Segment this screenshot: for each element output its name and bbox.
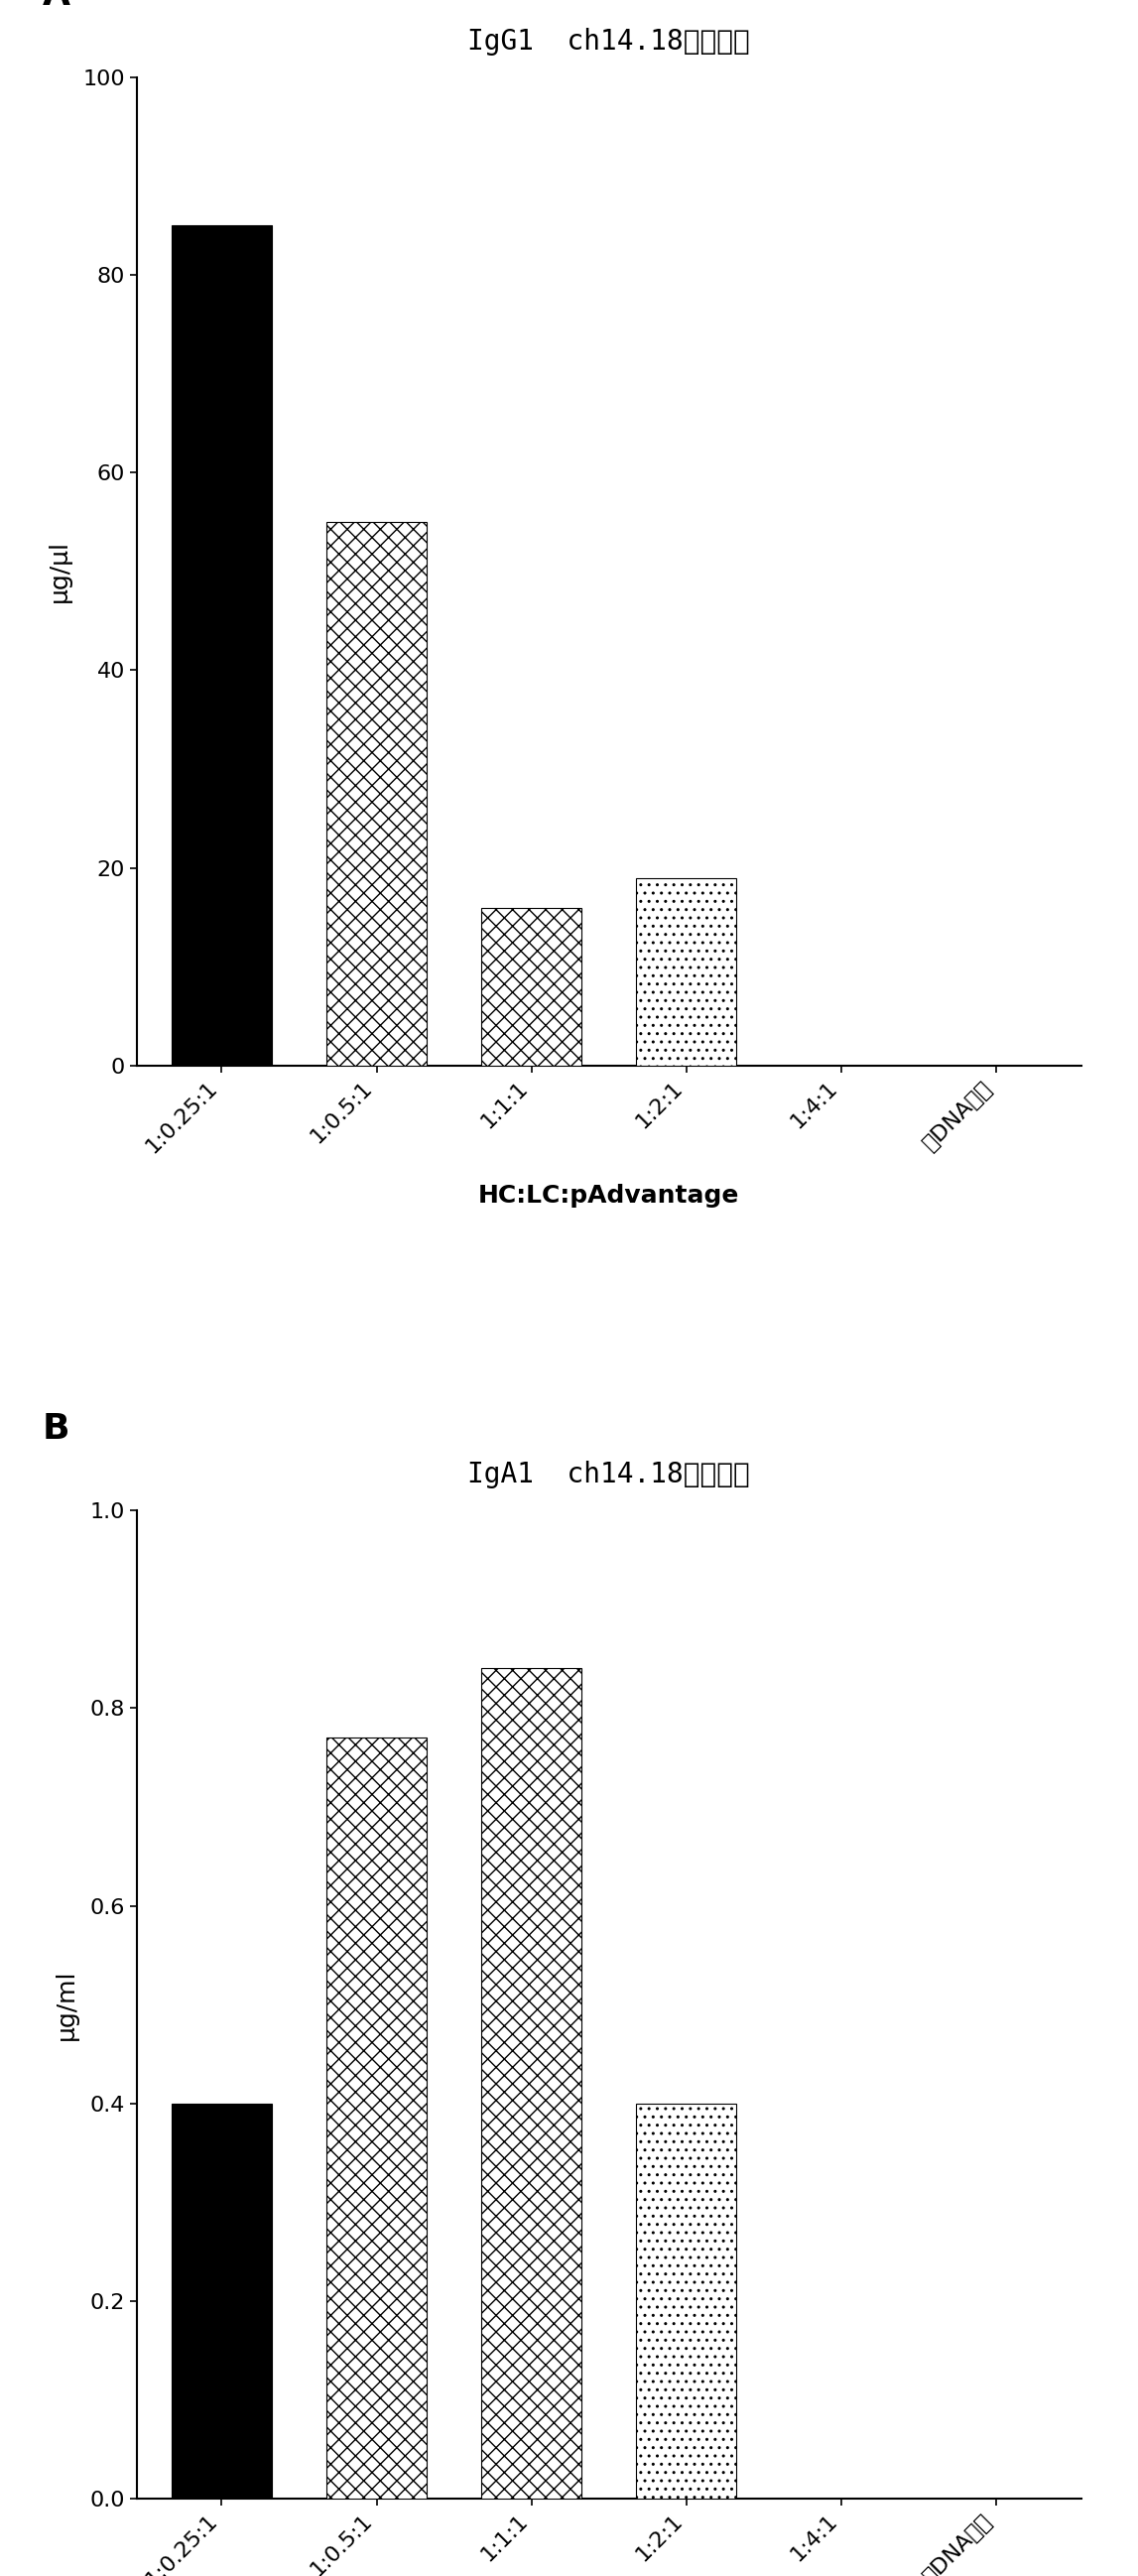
Bar xyxy=(481,907,582,1066)
Text: A: A xyxy=(42,0,69,13)
Bar xyxy=(636,2105,736,2499)
Bar xyxy=(172,2105,272,2499)
Bar xyxy=(327,523,427,1066)
Text: B: B xyxy=(42,1412,69,1445)
Bar xyxy=(327,1739,427,2499)
Title: IgG1  ch14.18测试转染: IgG1 ch14.18测试转染 xyxy=(468,28,750,57)
Y-axis label: μg/ml: μg/ml xyxy=(55,1968,79,2040)
Bar xyxy=(481,1669,582,2499)
Bar xyxy=(636,878,736,1066)
Bar xyxy=(172,227,272,1066)
Y-axis label: μg/μl: μg/μl xyxy=(48,541,72,603)
X-axis label: HC:LC:pAdvantage: HC:LC:pAdvantage xyxy=(478,1185,740,1208)
Title: IgA1  ch14.18测试转染: IgA1 ch14.18测试转染 xyxy=(468,1461,750,1489)
